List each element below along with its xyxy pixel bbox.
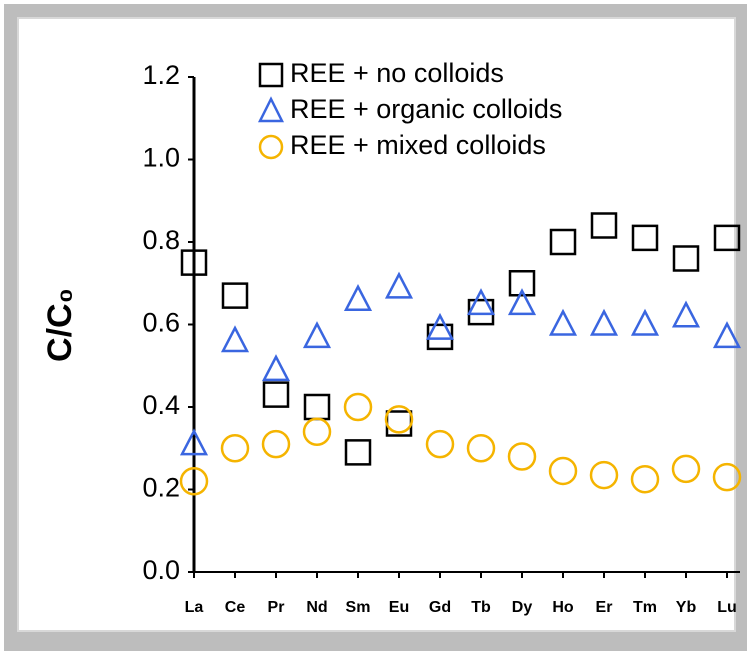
x-tick-label: Yb <box>676 599 697 616</box>
square-marker <box>180 249 208 276</box>
legend-marker <box>258 134 284 160</box>
x-tick-label: Sm <box>346 599 371 616</box>
y-axis-label: C/C₀ <box>41 288 79 362</box>
circle-marker <box>630 464 660 494</box>
circle-marker <box>425 429 455 459</box>
legend-label: REE + mixed colloids <box>290 130 546 160</box>
square-marker <box>221 282 249 309</box>
circle-marker <box>302 417 332 446</box>
triangle-marker <box>671 300 701 328</box>
circle-marker <box>712 462 742 492</box>
x-tick-label: Lu <box>717 599 737 616</box>
y-tick-label: 0.8 <box>142 225 180 255</box>
plot-frame <box>17 17 736 632</box>
square-marker <box>631 224 659 252</box>
x-tick-label: Tm <box>633 599 657 616</box>
circle-marker <box>671 454 701 484</box>
legend-label: REE + no colloids <box>290 58 504 88</box>
triangle-marker <box>507 288 537 316</box>
x-tick-label: La <box>185 599 204 616</box>
y-tick-label: 1.0 <box>142 143 180 173</box>
square-marker <box>713 224 741 252</box>
circle-marker <box>179 467 209 496</box>
legend-label: REE + organic colloids <box>290 94 562 124</box>
x-tick-label: Gd <box>429 599 451 616</box>
legend-marker <box>258 62 284 88</box>
triangle-marker <box>302 321 332 349</box>
legend-marker <box>257 96 285 123</box>
x-tick-label: Eu <box>389 599 409 616</box>
triangle-marker <box>384 271 414 299</box>
triangle-marker <box>712 321 742 349</box>
square-marker <box>590 212 618 239</box>
x-tick-label: Nd <box>306 599 327 616</box>
x-tick-label: Pr <box>268 599 285 616</box>
x-tick-label: Er <box>596 599 613 616</box>
triangle-marker <box>466 288 496 316</box>
y-tick-label: 1.2 <box>142 60 180 90</box>
triangle-marker <box>343 284 373 311</box>
circle-marker <box>548 456 578 486</box>
triangle-marker <box>589 308 619 336</box>
x-tick-label: Dy <box>512 599 533 616</box>
triangle-marker <box>548 308 578 336</box>
x-tick-label: Ho <box>552 599 574 616</box>
y-tick-label: 0.4 <box>142 390 180 420</box>
circle-marker <box>261 429 291 459</box>
square-marker <box>508 270 536 297</box>
square-marker <box>549 228 577 256</box>
x-tick-label: Ce <box>225 599 246 616</box>
y-tick-label: 0.0 <box>142 555 180 585</box>
triangle-marker <box>220 325 250 353</box>
square-marker <box>262 381 290 408</box>
triangle-marker <box>261 354 291 382</box>
square-marker <box>672 245 700 272</box>
y-tick-label: 0.2 <box>142 473 180 503</box>
triangle-marker <box>630 308 660 336</box>
circle-marker <box>343 392 373 422</box>
circle-marker <box>507 442 537 471</box>
circle-marker <box>589 460 619 490</box>
square-marker <box>344 439 372 466</box>
triangle-marker <box>425 312 455 340</box>
circle-marker <box>220 434 250 463</box>
x-tick-label: Tb <box>471 599 491 616</box>
triangle-marker <box>179 428 209 456</box>
circle-marker <box>466 434 496 463</box>
circle-marker <box>384 405 414 434</box>
y-tick-label: 0.6 <box>142 308 180 338</box>
